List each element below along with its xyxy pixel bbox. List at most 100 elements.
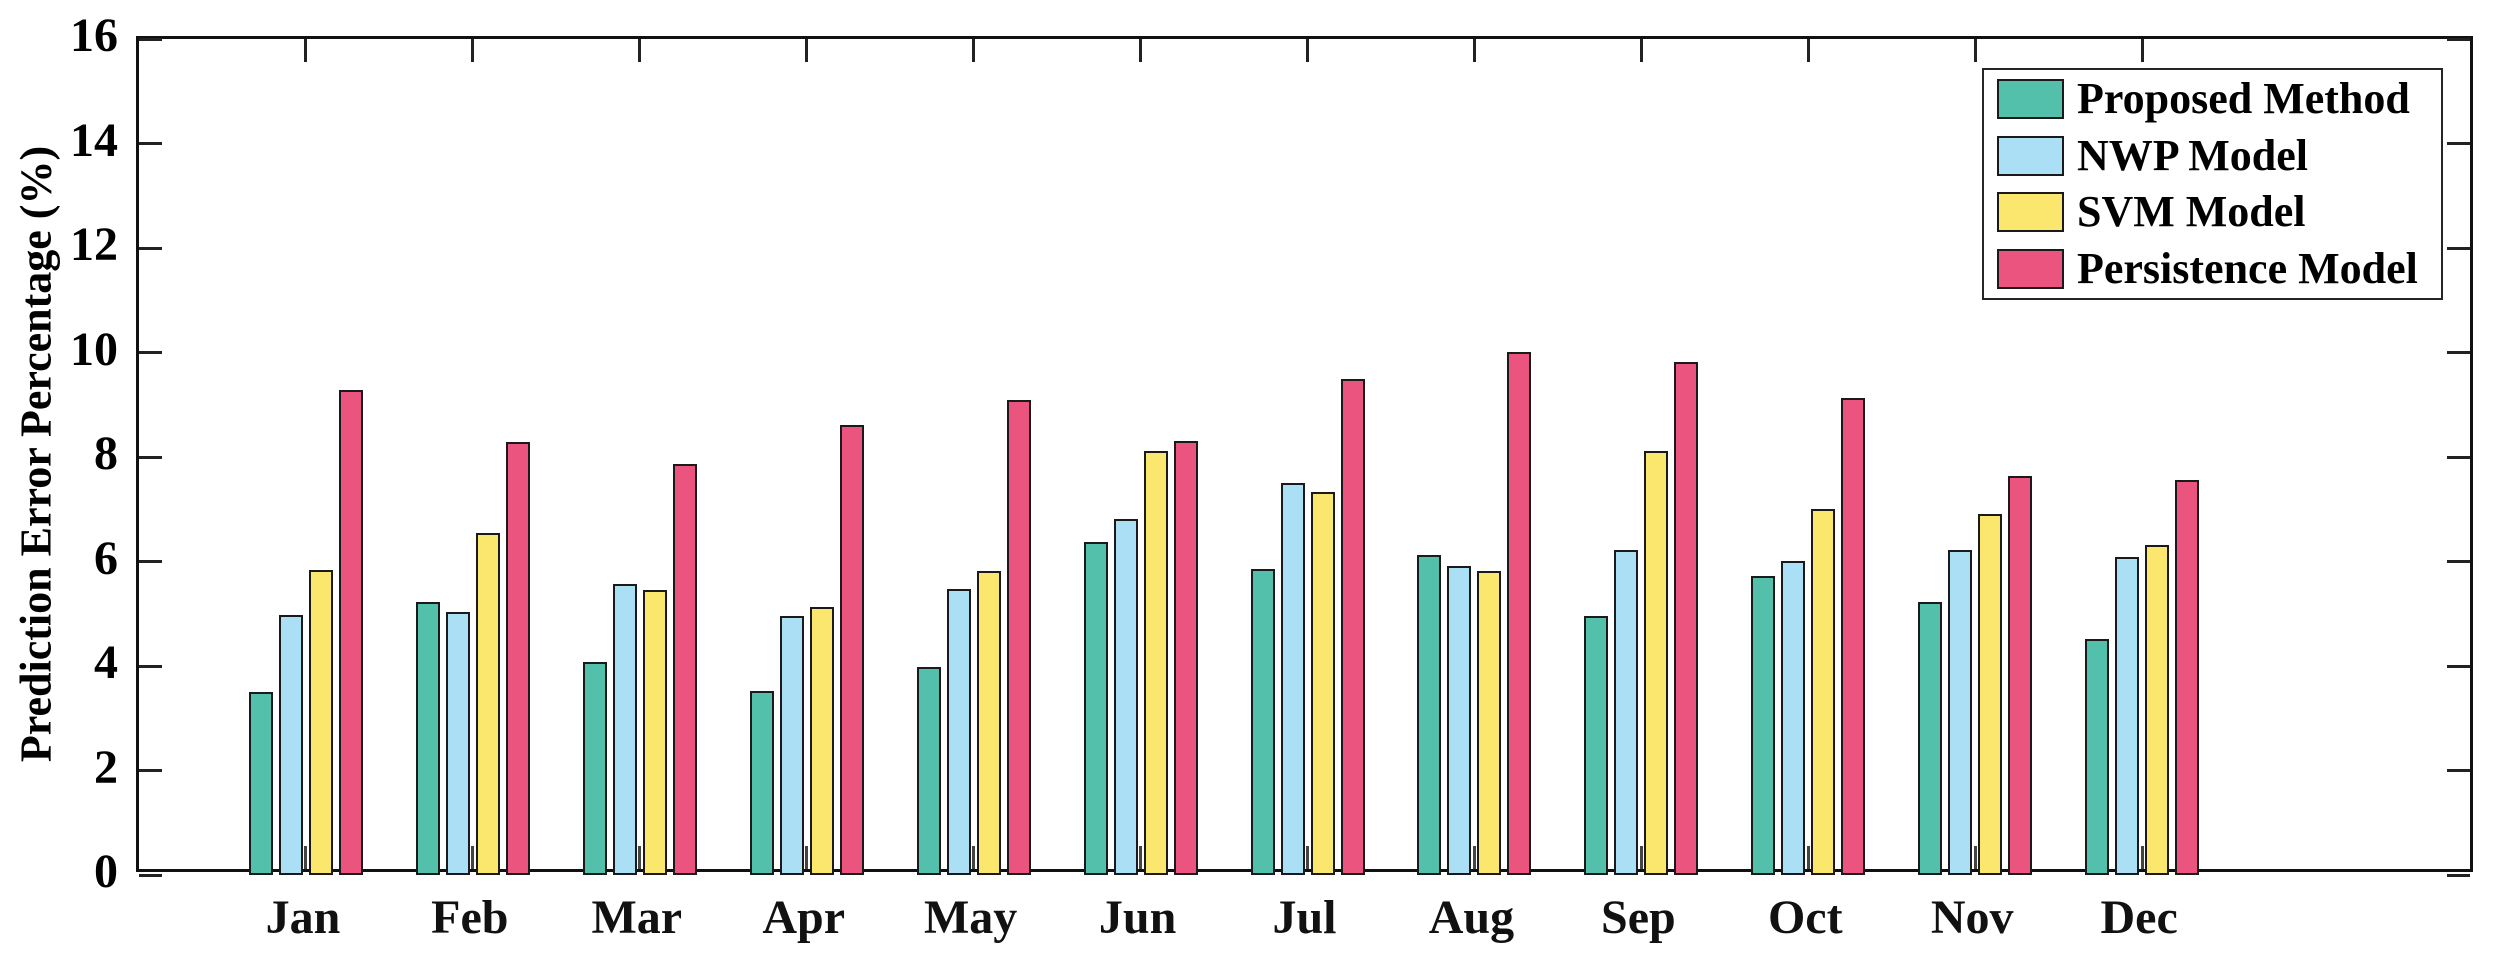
x-axis-tick-bottom	[2140, 846, 2144, 869]
bar-proposed-method-nov	[1918, 602, 1943, 875]
y-tick-label: 4	[94, 636, 118, 689]
bar-svm-model-feb	[475, 533, 500, 875]
bar-proposed-method-aug	[1417, 555, 1442, 875]
x-axis-tick-bottom	[471, 846, 475, 869]
bar-proposed-method-feb	[415, 602, 440, 875]
bar-svm-model-jul	[1310, 492, 1335, 875]
y-axis-tick-right	[2447, 560, 2470, 563]
y-axis-tick-right	[2447, 37, 2470, 41]
x-tick-label-month: Jun	[1098, 891, 1177, 944]
bar-persistence-model-may	[1006, 400, 1031, 875]
x-axis-tick-bottom	[805, 846, 809, 869]
y-tick-label: 16	[70, 9, 118, 62]
legend: Proposed Method NWP Model SVM Model Persist…	[1982, 68, 2443, 300]
x-axis-tick-bottom	[638, 846, 642, 869]
bar-svm-model-nov	[1978, 514, 2003, 875]
bar-svm-model-jan	[308, 570, 333, 875]
bar-svm-model-dec	[2145, 545, 2170, 875]
x-tick-label-month: Apr	[762, 891, 846, 944]
bar-svm-model-jun	[1143, 451, 1168, 875]
x-tick-label-month: Aug	[1428, 891, 1515, 944]
y-tick-label: 14	[70, 113, 118, 167]
bar-proposed-method-jul	[1250, 569, 1275, 875]
x-axis-tick-top	[1139, 39, 1143, 62]
y-tick-label: 12	[70, 218, 118, 271]
x-axis-tick-bottom	[1306, 846, 1309, 869]
x-axis-tick-top	[1806, 39, 1810, 62]
x-tick-label-month: Oct	[1767, 891, 1843, 944]
legend-item: SVM Model	[1984, 184, 2441, 240]
bar-svm-model-aug	[1477, 571, 1502, 875]
x-axis-tick-bottom	[304, 846, 308, 869]
bar-proposed-method-oct	[1751, 576, 1776, 875]
bar-proposed-method-dec	[2085, 639, 2110, 875]
bar-svm-model-mar	[642, 590, 667, 875]
y-axis-tick-left	[139, 37, 162, 41]
bar-nwp-model-apr	[779, 616, 804, 875]
bar-proposed-method-may	[916, 667, 941, 875]
legend-swatch-icon	[1997, 192, 2064, 233]
x-axis-tick-top	[805, 39, 809, 62]
x-axis-tick-bottom	[1639, 846, 1643, 869]
bar-persistence-model-dec	[2175, 480, 2200, 875]
y-tick-label: 2	[94, 740, 118, 794]
bar-nwp-model-feb	[445, 612, 470, 875]
x-axis-tick-bottom	[1472, 846, 1476, 869]
y-axis-tick-left	[139, 142, 162, 145]
bar-nwp-model-dec	[2115, 557, 2140, 875]
y-axis-tick-right	[2447, 769, 2470, 772]
legend-swatch-icon	[1997, 78, 2064, 119]
bar-persistence-model-oct	[1841, 398, 1866, 875]
x-tick-label-month: Sep	[1600, 891, 1676, 944]
legend-item: Persistence Model	[1984, 241, 2441, 297]
y-tick-label: 8	[94, 427, 118, 480]
bar-persistence-model-jul	[1340, 379, 1365, 875]
y-axis-tick-right	[2447, 246, 2470, 250]
x-axis-tick-top	[304, 39, 308, 62]
x-tick-label-month: Nov	[1930, 891, 2014, 944]
y-axis-tick-left	[139, 560, 162, 563]
y-axis-tick-right	[2447, 142, 2470, 145]
y-tick-label: 6	[94, 531, 118, 585]
bar-persistence-model-aug	[1507, 352, 1532, 875]
bar-nwp-model-jun	[1113, 519, 1138, 875]
x-axis-tick-bottom	[1806, 846, 1810, 869]
x-axis-tick-top	[1472, 39, 1476, 62]
bar-svm-model-may	[976, 571, 1001, 875]
bar-nwp-model-nov	[1948, 550, 1973, 875]
bar-svm-model-apr	[809, 607, 834, 875]
x-axis-tick-top	[1973, 39, 1977, 62]
x-tick-label-month: Dec	[2100, 891, 2178, 944]
x-axis-tick-top	[638, 39, 642, 62]
bar-persistence-model-mar	[672, 464, 697, 875]
x-axis-tick-bottom	[972, 846, 976, 869]
bar-proposed-method-mar	[582, 662, 607, 875]
legend-label: NWP Model	[2077, 130, 2308, 180]
y-tick-label: 10	[70, 322, 118, 376]
x-axis-tick-top	[1639, 39, 1643, 62]
legend-label: Proposed Method	[2077, 73, 2410, 123]
bar-persistence-model-jan	[338, 390, 363, 875]
bar-proposed-method-jan	[248, 692, 273, 875]
x-tick-label-month: May	[923, 891, 1018, 944]
y-axis-tick-left	[139, 455, 162, 459]
legend-item: Proposed Method	[1984, 71, 2441, 127]
bar-nwp-model-mar	[612, 584, 637, 875]
x-tick-label-month: Jan	[265, 891, 341, 944]
legend-item: NWP Model	[1984, 128, 2441, 184]
bar-persistence-model-jun	[1173, 441, 1198, 875]
x-tick-label-month: Jul	[1272, 891, 1337, 944]
legend-label: Persistence Model	[2077, 244, 2418, 294]
x-axis-tick-top	[471, 39, 475, 62]
x-axis-tick-top	[972, 39, 976, 62]
legend-label: SVM Model	[2077, 187, 2306, 237]
bar-persistence-model-nov	[2008, 476, 2033, 875]
bar-nwp-model-oct	[1781, 561, 1806, 875]
bar-proposed-method-apr	[749, 691, 774, 875]
bar-persistence-model-apr	[839, 425, 864, 875]
x-tick-label-month: Feb	[431, 891, 509, 944]
bar-proposed-method-jun	[1083, 542, 1108, 875]
bar-svm-model-sep	[1644, 451, 1669, 875]
legend-swatch-icon	[1997, 135, 2064, 176]
